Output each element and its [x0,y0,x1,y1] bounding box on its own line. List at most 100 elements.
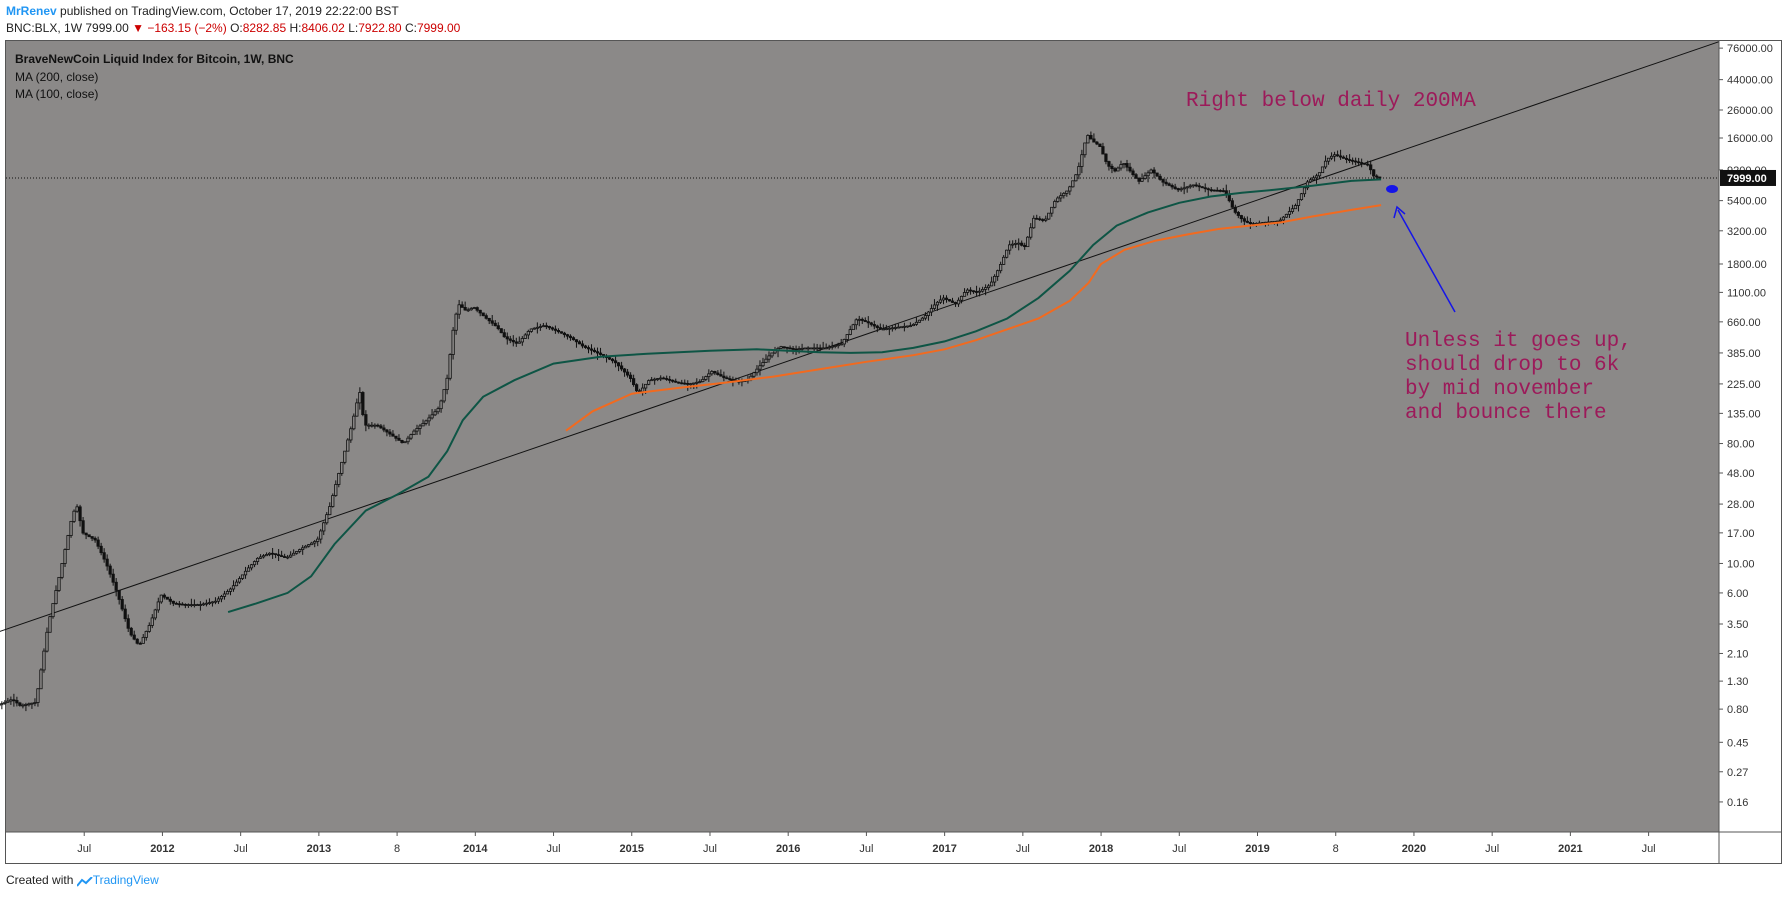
candle-body [1062,192,1066,197]
candle [788,345,792,350]
candle [779,345,783,349]
candle [84,532,88,540]
footer: Created with TradingView [6,873,159,887]
x-tick-label: 2015 [620,843,644,855]
candle [66,534,70,550]
candle [704,375,708,381]
candle-body [644,383,648,389]
candle [150,614,154,629]
candle [1029,223,1033,240]
candle [463,301,467,311]
candle-body [138,642,142,645]
candle [971,290,976,294]
annotation-note-line[interactable]: Unless it goes up, [1405,330,1632,353]
candle-body [403,441,407,444]
candle-body [39,669,43,690]
candle-body [559,331,564,334]
candle-body [123,608,127,620]
candle-body [198,604,203,606]
candle [1302,187,1307,198]
candle [701,376,705,383]
y-tick-label: 2.10 [1727,648,1748,660]
candle [412,429,416,436]
candle [0,701,4,710]
candle-body [725,377,729,380]
candle [165,596,169,600]
candle [36,688,40,707]
annotation-note-line[interactable]: by mid november [1405,378,1594,401]
candle-body [857,318,861,321]
y-tick-label: 0.45 [1727,737,1748,749]
tradingview-brand[interactable]: TradingView [92,873,159,887]
candle-body [1080,154,1084,167]
candle-body [845,334,849,340]
candle-body [1143,175,1147,179]
candle [325,512,329,525]
candle [451,327,455,360]
candle [403,441,407,444]
candle [848,325,852,336]
candle [346,438,350,452]
candle [707,369,711,382]
plot-area[interactable] [6,41,1719,832]
annotation-top-note[interactable]: Right below daily 200MA [1186,90,1476,113]
ma200-line[interactable] [227,178,1382,614]
candle [535,322,539,334]
candle [219,594,224,603]
candle [60,563,64,580]
candle-body [641,387,645,393]
candle-body [355,402,359,417]
candle [310,541,314,546]
candle [283,553,287,558]
candle [292,549,296,556]
candle-body [659,377,663,380]
candle-body [731,379,735,381]
candle [1059,192,1063,202]
author-name[interactable]: MrRenev [6,4,57,18]
candle [433,409,437,417]
candle [1335,150,1340,157]
candle-body [920,317,925,321]
candle-body [671,379,675,382]
candle [1095,140,1099,146]
candle-body [905,325,909,328]
candle-body [616,362,621,367]
candle [1167,182,1171,187]
candle-body [962,292,967,297]
low-label: L: [348,21,359,35]
candle-body [33,702,37,704]
candle-body [105,558,109,567]
candle-body [692,382,696,385]
ma100-line[interactable] [565,204,1382,432]
candle [725,375,729,380]
candle-body [812,347,816,350]
candle-body [141,636,145,644]
candle [523,333,527,339]
annotation-note-line[interactable]: should drop to 6k [1405,354,1619,377]
candle-body [421,422,425,427]
candle [1050,206,1054,217]
candle-body [243,570,248,576]
candle-body [947,299,952,302]
candle [941,294,946,305]
target-marker[interactable] [1386,185,1399,194]
candle [526,329,530,340]
candle [237,576,242,584]
candle-body [415,428,419,432]
legend-title: BraveNewCoin Liquid Index for Bitcoin, 1… [15,52,294,66]
candle-body [313,541,317,544]
candle-body [192,604,196,607]
candle [653,377,657,385]
candle [647,379,651,386]
annotation-arrow[interactable] [1397,209,1456,313]
candle [905,325,909,328]
candle-body [1152,169,1156,174]
candle-body [1149,169,1153,174]
high-value: 8406.02 [301,21,345,35]
candle [1287,206,1292,218]
annotation-note-line[interactable]: and bounce there [1405,402,1607,425]
candle-body [81,520,85,534]
candle [243,566,248,579]
candle-body [965,289,970,293]
